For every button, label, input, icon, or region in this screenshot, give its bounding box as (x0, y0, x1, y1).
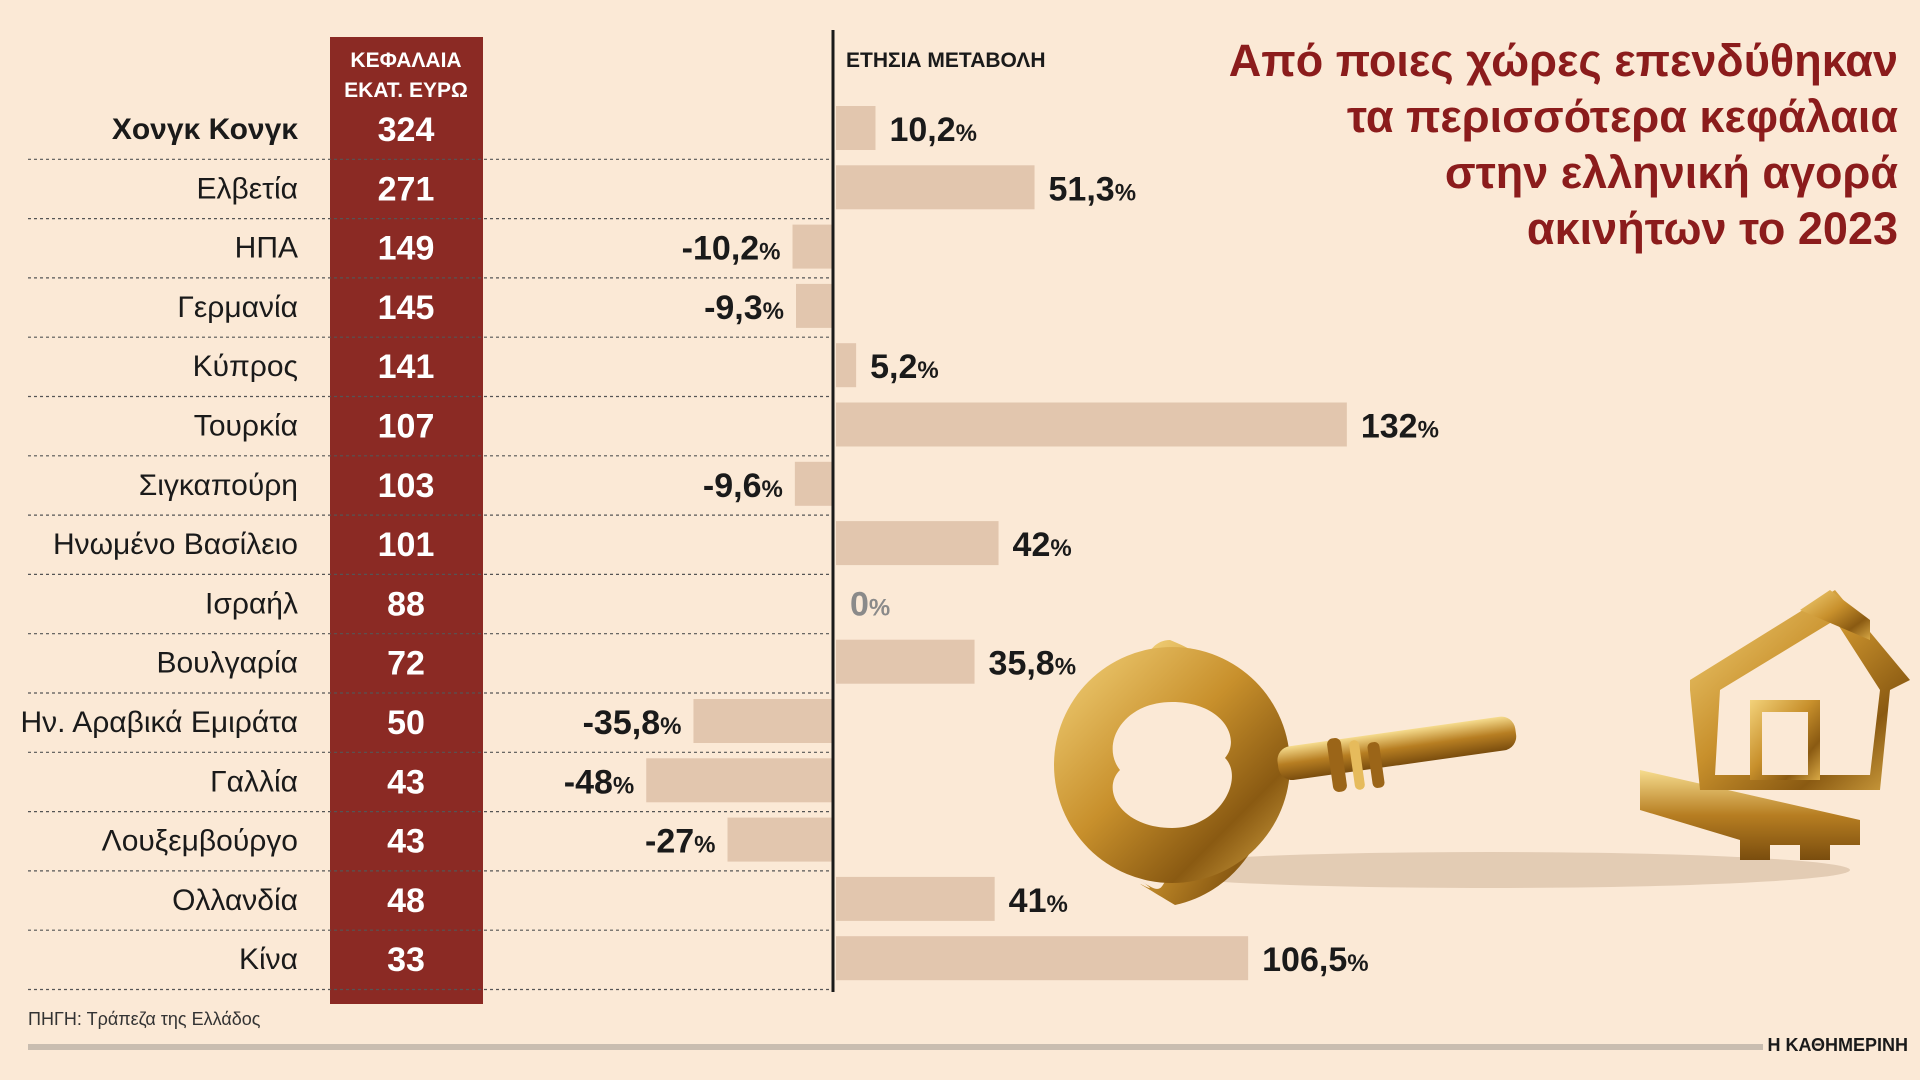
golden-key-illustration (1054, 590, 1910, 905)
title-line-3: στην ελληνική αγορά (1445, 147, 1898, 198)
capital-value: 88 (387, 585, 425, 623)
capital-value: 149 (378, 230, 435, 268)
country-label: Χονγκ Κονγκ (112, 113, 298, 146)
country-label: Γαλλία (210, 765, 298, 798)
capital-value: 103 (378, 467, 435, 505)
capital-value: 107 (378, 408, 435, 446)
country-label: Ισραήλ (205, 587, 298, 620)
change-bar (796, 283, 832, 328)
change-bar (836, 936, 1249, 981)
change-label: -35,8% (583, 704, 682, 742)
country-label: Κίνα (239, 943, 298, 976)
change-bar (836, 165, 1035, 210)
country-label: Βουλγαρία (156, 647, 298, 680)
capital-value: 33 (387, 941, 425, 979)
capital-value: 43 (387, 823, 425, 861)
key-house (1690, 590, 1910, 790)
change-label: -9,6% (703, 467, 783, 505)
country-label: Ην. Αραβικά Εμιράτα (21, 706, 298, 739)
change-label: 42% (1013, 526, 1072, 564)
title-line-1: Από ποιες χώρες επενδύθηκαν (1229, 35, 1898, 86)
key-collar-1 (1327, 738, 1347, 792)
capital-header-line-1: ΚΕΦΑΛΑΙΑ (350, 49, 461, 72)
country-label: Λουξεμβούργο (102, 825, 298, 858)
capital-value: 43 (387, 763, 425, 801)
key-bow-hole (1112, 702, 1232, 828)
change-header: ΕΤΗΣΙΑ ΜΕΤΑΒΟΛΗ (846, 49, 1045, 72)
capital-value: 145 (378, 289, 435, 327)
rows: Χονγκ Κονγκ 324 10,2% Ελβετία 271 51,3% ΗΠΑ 149… (21, 106, 1439, 991)
change-bar (646, 758, 832, 803)
change-label: 0% (850, 585, 890, 623)
change-label: -10,2% (682, 230, 781, 268)
change-label: 35,8% (989, 645, 1077, 683)
capital-value: 72 (387, 645, 425, 683)
change-bar (836, 521, 999, 566)
change-bar (794, 461, 832, 506)
change-label: 10,2% (889, 111, 977, 149)
capital-value: 324 (378, 111, 435, 149)
change-bar (836, 876, 995, 921)
change-label: -48% (564, 763, 634, 801)
country-label: Ηνωμένο Βασίλειο (53, 528, 298, 561)
change-bar (727, 817, 832, 862)
key-collar-3 (1367, 742, 1385, 788)
capital-value: 48 (387, 882, 425, 920)
country-label: Ελβετία (197, 172, 299, 205)
country-label: Ολλανδία (172, 884, 298, 917)
country-label: Σιγκαπούρη (139, 469, 298, 502)
source-note: ΠΗΓΗ: Τράπεζα της Ελλάδος (28, 1009, 261, 1029)
change-label: 51,3% (1049, 170, 1137, 208)
change-bar (836, 106, 876, 150)
change-label: -9,3% (704, 289, 784, 327)
country-label: Κύπρος (193, 350, 298, 383)
country-label: Γερμανία (177, 291, 298, 324)
title-line-4: ακινήτων το 2023 (1527, 203, 1898, 254)
change-bar (836, 343, 857, 388)
key-shaft (1277, 716, 1517, 781)
title-line-2: τα περισσότερα κεφάλαια (1347, 91, 1898, 142)
key-house-window (1750, 700, 1820, 780)
key-shadow (1130, 852, 1850, 888)
key-bit (1640, 770, 1860, 860)
key-house-chimney (1800, 590, 1870, 640)
change-bar (836, 639, 975, 684)
key-collar-2 (1349, 740, 1365, 790)
change-label: -27% (645, 823, 715, 861)
capital-value: 271 (378, 170, 435, 208)
capital-value: 141 (378, 348, 435, 386)
change-label: 5,2% (870, 348, 939, 386)
capital-value: 101 (378, 526, 435, 564)
capital-value: 50 (387, 704, 425, 742)
change-bar (693, 699, 832, 743)
change-bar (836, 402, 1347, 447)
capital-column (330, 37, 483, 1004)
country-label: Τουρκία (194, 410, 298, 443)
change-bar (792, 224, 832, 269)
change-label: 106,5% (1262, 941, 1368, 979)
change-label: 41% (1009, 882, 1068, 920)
footer-rule (28, 1044, 1763, 1050)
change-label: 132% (1361, 408, 1439, 446)
capital-header-line-2: ΕΚΑΤ. ΕΥΡΩ (344, 79, 468, 102)
brand-name: Η ΚΑΘΗΜΕΡΙΝΗ (1767, 1035, 1908, 1055)
country-label: ΗΠΑ (235, 232, 298, 265)
